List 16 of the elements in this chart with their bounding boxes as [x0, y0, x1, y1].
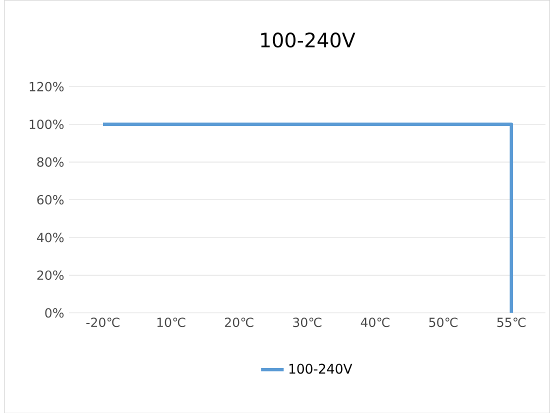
x-tick-label: 30℃ [293, 317, 322, 327]
x-tick-label: 50℃ [429, 317, 458, 327]
x-tick-label: -20℃ [86, 317, 120, 327]
y-tick-label: 0% [45, 308, 64, 318]
x-tick-label: 10℃ [157, 317, 186, 327]
x-tick-label: 20℃ [225, 317, 254, 327]
y-tick-label: 60% [37, 194, 64, 204]
y-tick-label: 120% [30, 82, 64, 92]
x-tick-label: 40℃ [360, 317, 390, 327]
y-tick-label: 20% [37, 270, 64, 280]
y-tick-label: 40% [36, 232, 64, 242]
legend-label: 100-240V [289, 364, 352, 374]
chart-title: 100-240V [261, 32, 356, 48]
x-tick-label: 55℃ [497, 317, 526, 327]
y-tick-label: 100% [30, 119, 64, 129]
y-tick-label: 80% [37, 157, 64, 167]
